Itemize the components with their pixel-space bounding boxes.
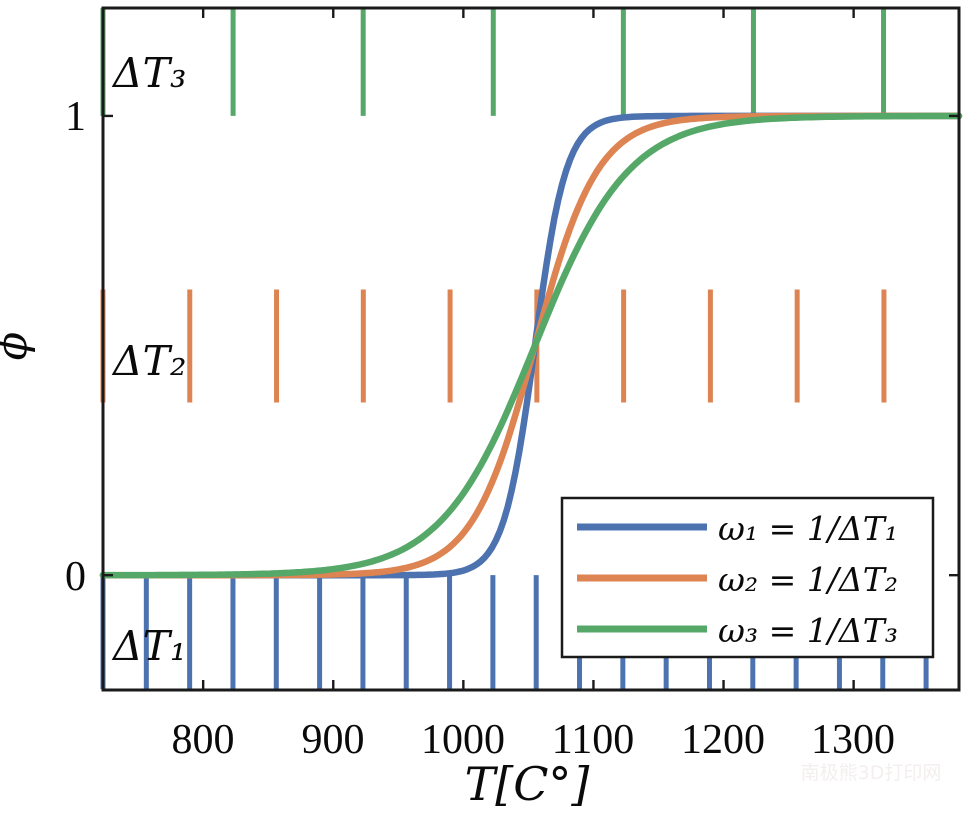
y-axis-title: ϕ [0, 332, 36, 361]
y-tick-label-0: 0 [65, 554, 86, 600]
axes-frame [101, 6, 961, 692]
y-tick-label-1: 1 [65, 94, 86, 140]
legend-entry-omega1: ω₁ = 1/ΔT₁ [718, 509, 898, 548]
x-tick-label-800: 800 [172, 717, 235, 763]
x-tick-label-900: 900 [302, 717, 365, 763]
x-tick-label-1300: 1300 [811, 717, 895, 763]
delta-t1-label: ΔT₁ [111, 622, 186, 670]
x-tick-label-1200: 1200 [681, 717, 765, 763]
delta-t2-label: ΔT₂ [111, 337, 186, 385]
watermark: 南极熊3D打印网 [801, 762, 942, 784]
legend-entry-omega2: ω₂ = 1/ΔT₂ [718, 560, 898, 599]
x-tick-label-1100: 1100 [552, 717, 634, 763]
x-tick-label-1000: 1000 [421, 717, 505, 763]
legend-entry-omega3: ω₃ = 1/ΔT₃ [718, 611, 898, 650]
x-axis-title: T[C°] [465, 757, 590, 811]
delta-t3-label: ΔT₃ [111, 49, 186, 97]
sigmoid-curve-omega3 [99, 112, 963, 579]
